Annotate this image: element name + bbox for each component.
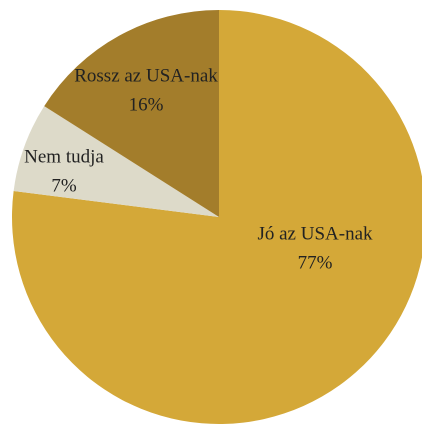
slice-value-label: 77% bbox=[298, 252, 333, 273]
pie-slice bbox=[13, 106, 219, 217]
slice-value-label: 7% bbox=[51, 175, 77, 196]
pie-slice bbox=[44, 10, 219, 217]
pie-slice bbox=[12, 10, 422, 424]
slice-label: Nem tudja bbox=[24, 146, 104, 167]
slice-label: Jó az USA-nak bbox=[257, 223, 373, 244]
slice-value-label: 16% bbox=[129, 94, 164, 115]
slice-label: Rossz az USA-nak bbox=[74, 65, 218, 86]
